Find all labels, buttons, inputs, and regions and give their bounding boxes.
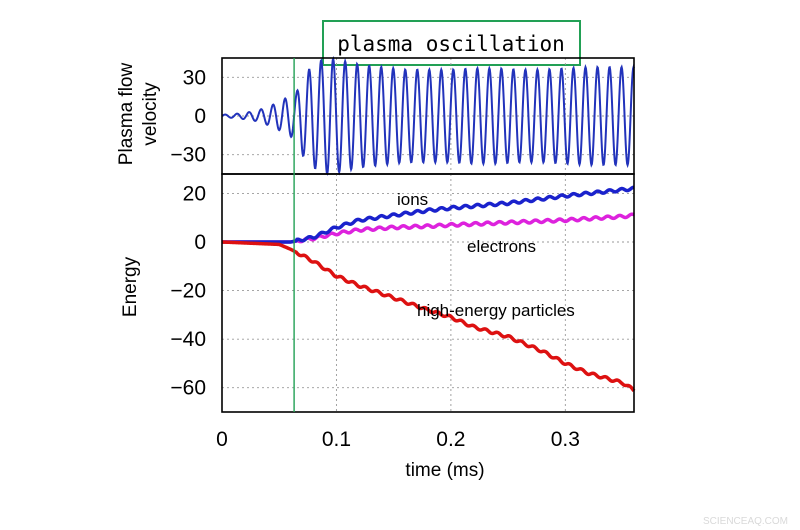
- bottom-y-tick-label: −40: [170, 328, 206, 351]
- bottom-x-tick-label: 0.2: [436, 428, 465, 451]
- top-ylabel-line2: velocity: [140, 82, 161, 146]
- bottom-ylabel: Energy: [120, 256, 141, 317]
- top-y-tick-label: 30: [183, 66, 206, 89]
- series-label-high-energy-particles: high-energy particles: [417, 301, 575, 320]
- callout-text: plasma oscillation: [337, 32, 565, 56]
- high-energy-particles-series-line: [221, 240, 636, 393]
- bottom-y-tick-label: 20: [183, 182, 206, 205]
- top-panel: 30 0 −30 Plasma flow velocity: [116, 55, 635, 176]
- bottom-plot-frame: [221, 173, 635, 413]
- bottom-panel: 20 0 −20 −40 −60 0 0.1 0.2 0.3 Energy time (ms)…: [120, 173, 636, 481]
- bottom-gridlines: [221, 174, 634, 412]
- bottom-xlabel: time (ms): [405, 460, 484, 481]
- top-y-tick-label: 0: [194, 105, 206, 128]
- bottom-x-tick-label: 0.3: [551, 428, 580, 451]
- bottom-y-tick-label: 0: [194, 231, 206, 254]
- top-ylabel-line1: Plasma flow: [116, 63, 137, 166]
- bottom-x-tick-label: 0: [216, 428, 228, 451]
- series-label-ions: ions: [397, 190, 428, 209]
- bottom-y-tick-label: −60: [170, 377, 206, 400]
- bottom-y-tick-label: −20: [170, 280, 206, 303]
- watermark-text: SCIENCEAQ.COM: [703, 516, 788, 527]
- series-label-electrons: electrons: [467, 237, 536, 256]
- bottom-x-tick-labels: 0 0.1 0.2 0.3: [216, 428, 580, 451]
- top-y-tick-label: −30: [170, 144, 206, 167]
- velocity-series-line: [221, 55, 635, 176]
- electrons-series-line: [222, 212, 635, 244]
- bottom-y-tick-labels: 20 0 −20 −40 −60: [170, 182, 206, 399]
- bottom-x-tick-label: 0.1: [322, 428, 351, 451]
- ions-series-line: [222, 185, 635, 244]
- top-y-tick-labels: 30 0 −30: [170, 66, 206, 166]
